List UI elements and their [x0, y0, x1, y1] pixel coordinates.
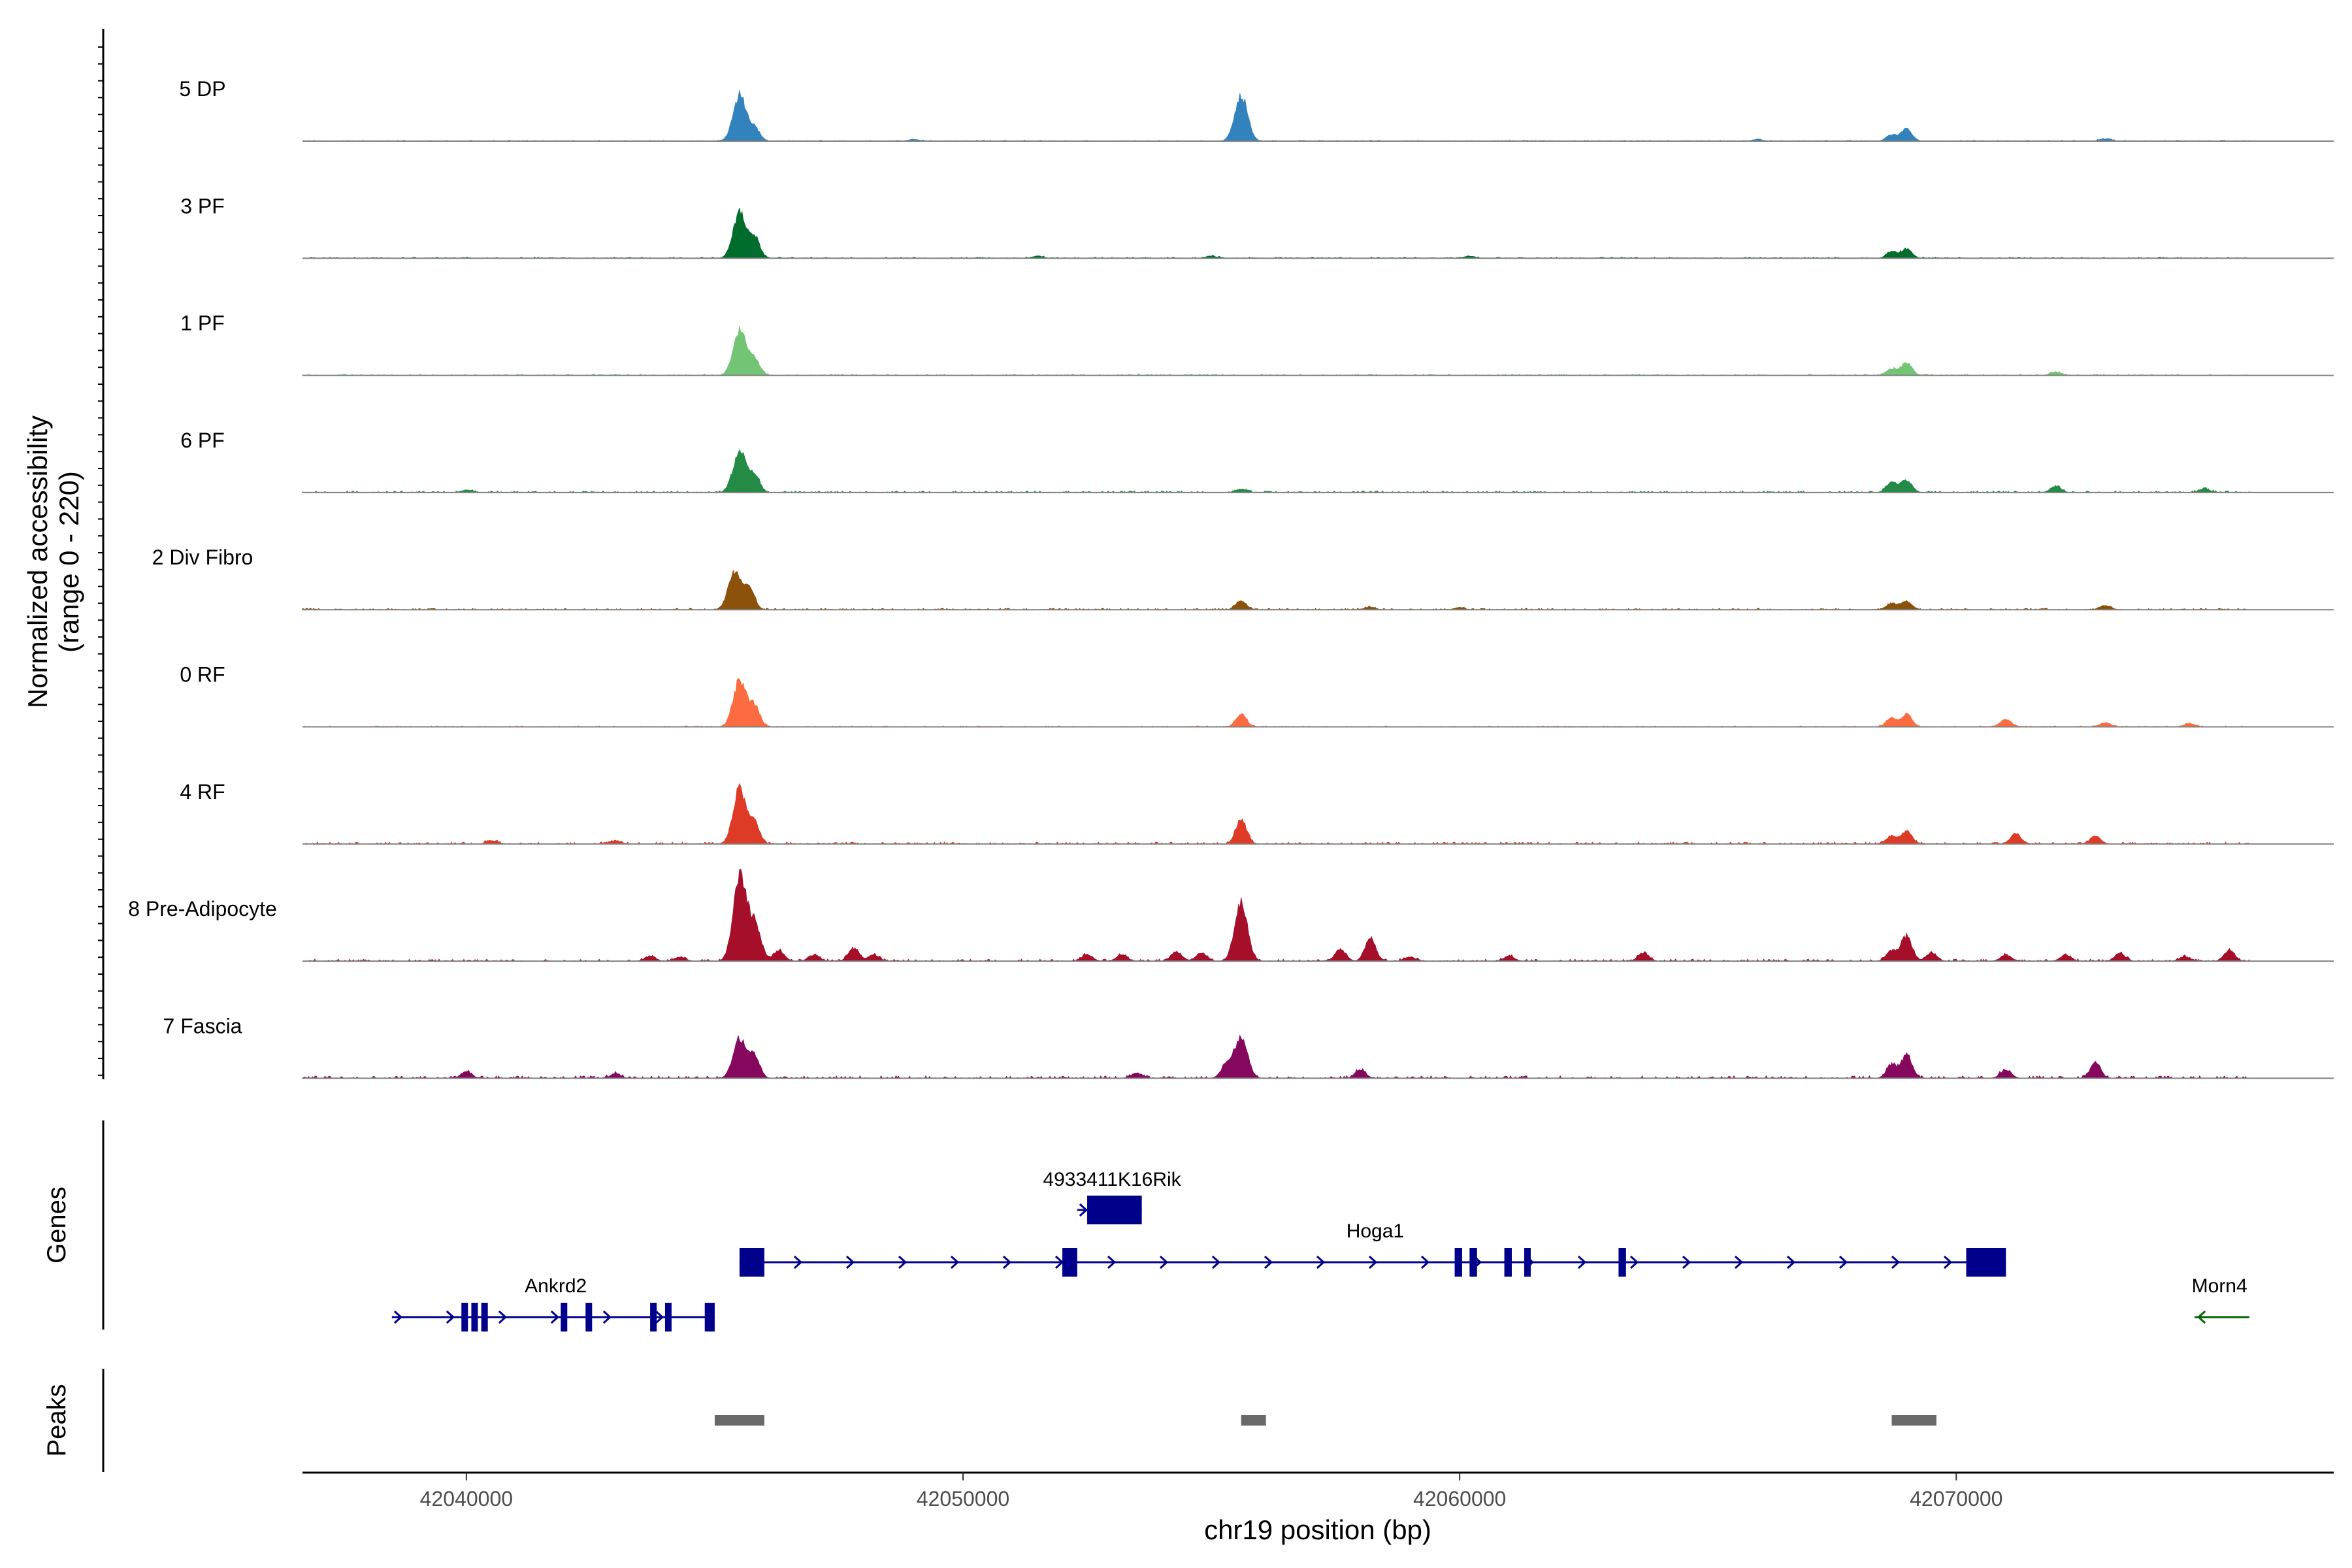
y-axis-title-line1: Normalized accessibility: [22, 416, 53, 708]
strand-arrow: [793, 1255, 803, 1269]
peak-regions: [714, 1415, 1936, 1426]
x-tick-label: 42040000: [420, 1487, 513, 1511]
x-tick-label: 42060000: [1413, 1487, 1506, 1511]
track-9: 7 Fascia: [163, 1014, 2334, 1079]
strand-arrow: [1838, 1255, 1848, 1269]
strand-arrow: [1159, 1255, 1169, 1269]
strand-arrow: [1734, 1255, 1744, 1269]
exon: [1087, 1196, 1142, 1224]
exon: [585, 1303, 593, 1331]
track-label: 7 Fascia: [163, 1014, 242, 1037]
gene-4933411k16rik: 4933411K16Rik: [1043, 1169, 1182, 1224]
strand-arrow: [446, 1310, 455, 1324]
gene-hoga1: Hoga1: [739, 1220, 2006, 1277]
strand-arrow: [602, 1310, 612, 1324]
track-5: 2 Div Fibro: [152, 546, 2334, 611]
track-8: 8 Pre-Adipocyte: [128, 868, 2334, 962]
peak-region: [714, 1415, 764, 1426]
track-label: 1 PF: [180, 312, 225, 335]
strand-arrow: [1682, 1255, 1691, 1269]
strand-arrow: [845, 1255, 855, 1269]
strand-arrow: [1054, 1255, 1064, 1269]
exon: [1618, 1248, 1626, 1277]
gene-morn4: Morn4: [2192, 1275, 2249, 1324]
strand-arrow: [2197, 1310, 2206, 1324]
exon: [1966, 1248, 2006, 1277]
gene-label: 4933411K16Rik: [1043, 1169, 1181, 1190]
track-label: 6 PF: [180, 429, 225, 452]
track-label: 2 Div Fibro: [152, 546, 253, 569]
coverage-y-axis-ticks: [98, 46, 103, 1076]
strand-arrow: [655, 1310, 664, 1324]
coverage-tracks: 5 DP 3 PF 1 PF 6 PF 2 Div Fibro 0 RF 4 RF 8 Pre…: [128, 77, 2334, 1079]
strand-arrow: [1264, 1255, 1273, 1269]
strand-arrow: [1107, 1255, 1117, 1269]
strand-arrow: [1577, 1255, 1587, 1269]
track-label: 0 RF: [180, 663, 225, 687]
exon: [1504, 1248, 1512, 1277]
strand-arrow: [1368, 1255, 1378, 1269]
exon: [561, 1303, 568, 1331]
strand-arrow: [550, 1310, 560, 1324]
peaks-panel-title: Peaks: [42, 1384, 71, 1456]
exon: [650, 1303, 657, 1331]
exon: [481, 1303, 488, 1331]
strand-arrow: [1786, 1255, 1796, 1269]
track-7: 4 RF: [180, 780, 2334, 845]
strand-arrow: [1211, 1255, 1221, 1269]
exon: [471, 1303, 478, 1331]
strand-arrow: [1420, 1255, 1430, 1269]
exon: [664, 1303, 672, 1331]
genes-panel-title: Genes: [42, 1186, 71, 1264]
exon: [1062, 1248, 1077, 1277]
strand-arrow: [1079, 1203, 1088, 1217]
track-label: 4 RF: [180, 780, 225, 804]
exon: [704, 1303, 715, 1331]
strand-arrow: [1891, 1255, 1901, 1269]
strand-arrow: [1943, 1255, 1953, 1269]
x-axis-title: chr19 position (bp): [1204, 1514, 1431, 1545]
track-2: 3 PF: [180, 194, 2334, 259]
strand-arrow: [498, 1310, 508, 1324]
gene-label: Hoga1: [1347, 1220, 1404, 1242]
track-label: 5 DP: [179, 77, 225, 101]
gene-annotations: Ankrd2 Hoga1 4933411K16Rik Morn4: [391, 1169, 2249, 1331]
y-axis-title-line2: (range 0 - 220): [54, 471, 84, 653]
x-tick-label: 42070000: [1910, 1487, 2002, 1511]
exon: [739, 1248, 764, 1277]
strand-arrow: [1316, 1255, 1326, 1269]
exon: [1454, 1248, 1462, 1277]
strand-arrow: [1002, 1255, 1012, 1269]
track-label: 8 Pre-Adipocyte: [128, 897, 277, 921]
track-4: 6 PF: [180, 429, 2334, 493]
gene-label: Ankrd2: [525, 1275, 587, 1297]
peak-region: [1241, 1415, 1266, 1426]
track-3: 1 PF: [180, 312, 2334, 376]
x-axis-ticks: 42040000 42050000 42060000 42070000: [420, 1473, 2002, 1511]
x-tick-label: 42050000: [917, 1487, 1009, 1511]
peak-region: [1891, 1415, 1936, 1426]
strand-arrow: [1629, 1255, 1639, 1269]
strand-arrow: [393, 1310, 403, 1324]
gene-ankrd2: Ankrd2: [391, 1275, 715, 1331]
exon: [1524, 1248, 1531, 1277]
gene-label: Morn4: [2192, 1275, 2247, 1297]
strand-arrow: [898, 1255, 907, 1269]
exon: [1469, 1248, 1477, 1277]
exon: [461, 1303, 468, 1331]
track-6: 0 RF: [180, 663, 2334, 728]
y-axis-title-group: Normalized accessibility (range 0 - 220): [22, 416, 84, 708]
track-label: 3 PF: [180, 194, 225, 218]
track-1: 5 DP: [179, 77, 2334, 142]
strand-arrow: [950, 1255, 960, 1269]
